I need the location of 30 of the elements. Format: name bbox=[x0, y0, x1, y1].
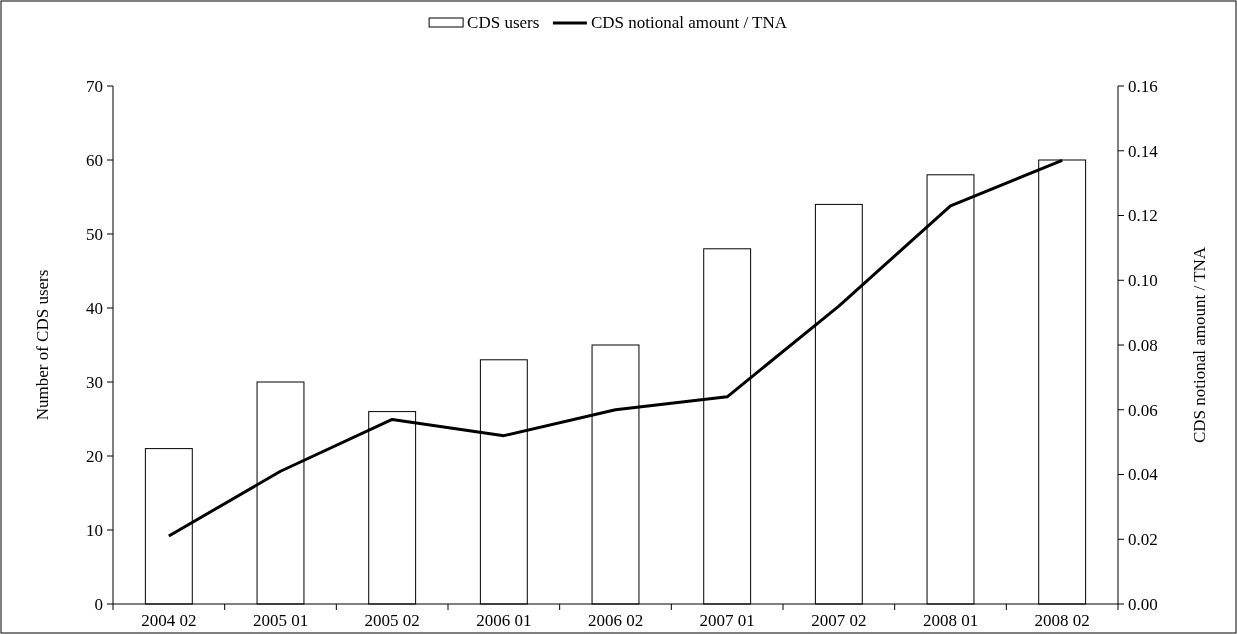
x-tick-label: 2007 01 bbox=[699, 611, 755, 630]
y-tick-label: 50 bbox=[86, 224, 103, 244]
y2-tick-label: 0.10 bbox=[1128, 271, 1158, 291]
x-tick-label: 2005 01 bbox=[252, 611, 309, 630]
y-tick-label: 10 bbox=[86, 520, 103, 540]
y2-tick-label: 0.12 bbox=[1128, 206, 1158, 226]
y-tick-label: 60 bbox=[86, 150, 103, 170]
y-axis-title: Number of CDS users bbox=[33, 269, 52, 421]
x-tick-label: 2008 01 bbox=[922, 611, 979, 630]
x-tick-label: 2006 01 bbox=[476, 611, 532, 630]
y2-tick-label: 0.14 bbox=[1128, 141, 1159, 161]
y2-tick-label: 0.16 bbox=[1128, 76, 1158, 96]
y-tick-label: 0 bbox=[94, 594, 103, 614]
x-tick-label: 2008 02 bbox=[1034, 611, 1090, 630]
x-tick-label: 2007 02 bbox=[811, 611, 867, 630]
y-tick-label: 70 bbox=[86, 76, 103, 96]
x-tick-label: 2005 02 bbox=[364, 611, 420, 630]
x-tick-label: 2006 02 bbox=[587, 611, 644, 630]
y2-tick-label: 0.08 bbox=[1128, 335, 1158, 355]
x-tick-label: 2004 02 bbox=[141, 611, 197, 630]
legend-label: CDS users bbox=[467, 13, 540, 32]
y-tick-label: 30 bbox=[86, 372, 103, 392]
y-tick-label: 40 bbox=[86, 298, 103, 318]
y2-tick-label: 0.04 bbox=[1128, 465, 1159, 485]
y2-tick-label: 0.02 bbox=[1128, 530, 1158, 550]
y2-axis-title: CDS notional amount / TNA bbox=[1190, 246, 1209, 444]
legend-label: CDS notional amount / TNA bbox=[590, 13, 788, 32]
y2-tick-label: 0.00 bbox=[1128, 594, 1158, 614]
y2-tick-label: 0.06 bbox=[1128, 400, 1158, 420]
y-tick-label: 20 bbox=[86, 446, 103, 466]
